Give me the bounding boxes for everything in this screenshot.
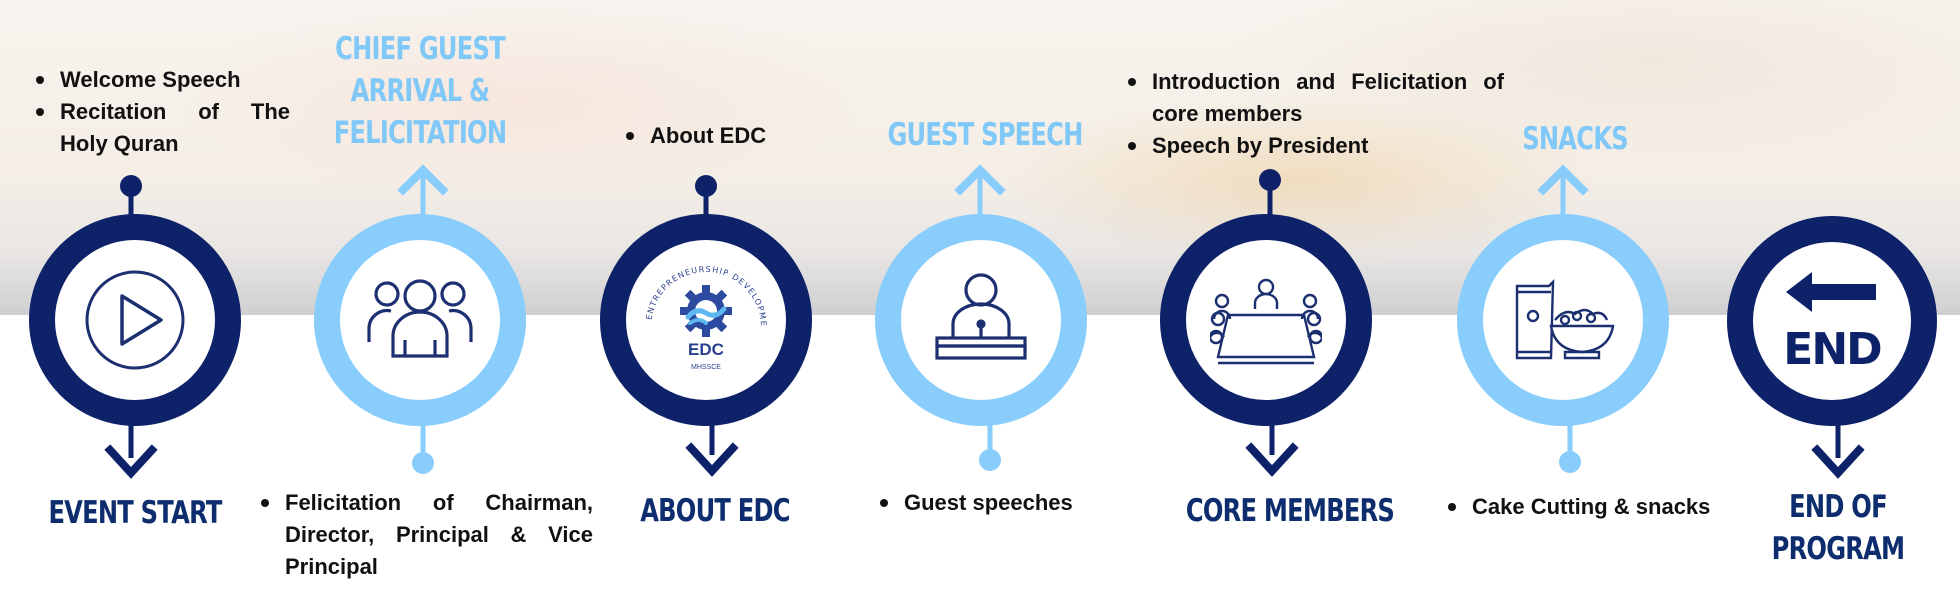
step6-connectors	[1537, 164, 1589, 473]
step3-bullets: About EDC	[618, 120, 838, 152]
end-sign-icon: END	[1783, 272, 1883, 375]
step7-heading-line-1: END OF	[1789, 489, 1887, 525]
step4-heading: GUEST SPEECH	[887, 117, 1083, 153]
step5-bullet-1: Introduction and Felicitation of core me…	[1120, 66, 1504, 130]
step6-heading: SNACKS	[1522, 121, 1628, 157]
step6-bullets: Cake Cutting & snacks	[1440, 491, 1740, 523]
group-people-icon	[367, 279, 473, 358]
edc-logo-sub: MHSSCE	[691, 364, 721, 371]
step2-bullet-1: Felicitation of Chairman, Director, Prin…	[253, 487, 593, 583]
step2-connectors	[397, 164, 449, 474]
meeting-table-icon	[1210, 278, 1322, 365]
step4-bullet-1: Guest speeches	[872, 487, 1132, 519]
step2-heading: CHIEF GUEST ARRIVAL & FELICITATION	[319, 28, 522, 154]
step4-connectors	[954, 164, 1006, 471]
step6-ring	[1457, 214, 1669, 426]
speaker-podium-icon	[935, 273, 1027, 360]
snacks-bowl-icon	[1515, 279, 1615, 360]
step7-heading: END OF PROGRAM	[1746, 486, 1930, 570]
edc-logo: ENTREPRENEURSHIP DEVELOPMENT CELL EDC MH…	[633, 247, 767, 371]
step7-heading-line-2: PROGRAM	[1771, 531, 1905, 567]
play-icon	[85, 270, 185, 370]
step1-connectors	[104, 175, 158, 479]
step2-heading-line-1: CHIEF GUEST	[335, 31, 506, 67]
step7-ring: END	[1727, 216, 1937, 426]
step1-bullets: Welcome Speech Recitation of The Holy Qu…	[28, 64, 290, 160]
step2-ring	[314, 214, 526, 426]
step5-heading: CORE MEMBERS	[1185, 493, 1395, 529]
step2-bullets: Felicitation of Chairman, Director, Prin…	[253, 487, 593, 583]
step5-ring	[1160, 214, 1372, 426]
step3-bullet-1: About EDC	[618, 120, 838, 152]
end-label: END	[1783, 324, 1881, 375]
step5-bullet-2: Speech by President	[1120, 130, 1504, 162]
edc-logo-name: EDC	[688, 340, 724, 359]
step6-bullet-1: Cake Cutting & snacks	[1440, 491, 1740, 523]
step3-ring: ENTREPRENEURSHIP DEVELOPMENT CELL EDC MH…	[600, 214, 812, 426]
step2-heading-line-2: ARRIVAL &	[350, 73, 490, 109]
step1-ring	[29, 214, 241, 426]
step4-ring	[875, 214, 1087, 426]
step2-heading-line-3: FELICITATION	[333, 115, 507, 151]
step1-bullet-2: Recitation of The Holy Quran	[28, 96, 290, 160]
step4-bullets: Guest speeches	[872, 487, 1132, 519]
step1-heading: EVENT START	[48, 495, 222, 531]
step5-bullets: Introduction and Felicitation of core me…	[1120, 66, 1504, 162]
step3-heading: ABOUT EDC	[640, 493, 790, 529]
step7-connectors	[1811, 420, 1865, 479]
step1-bullet-1: Welcome Speech	[28, 64, 290, 96]
